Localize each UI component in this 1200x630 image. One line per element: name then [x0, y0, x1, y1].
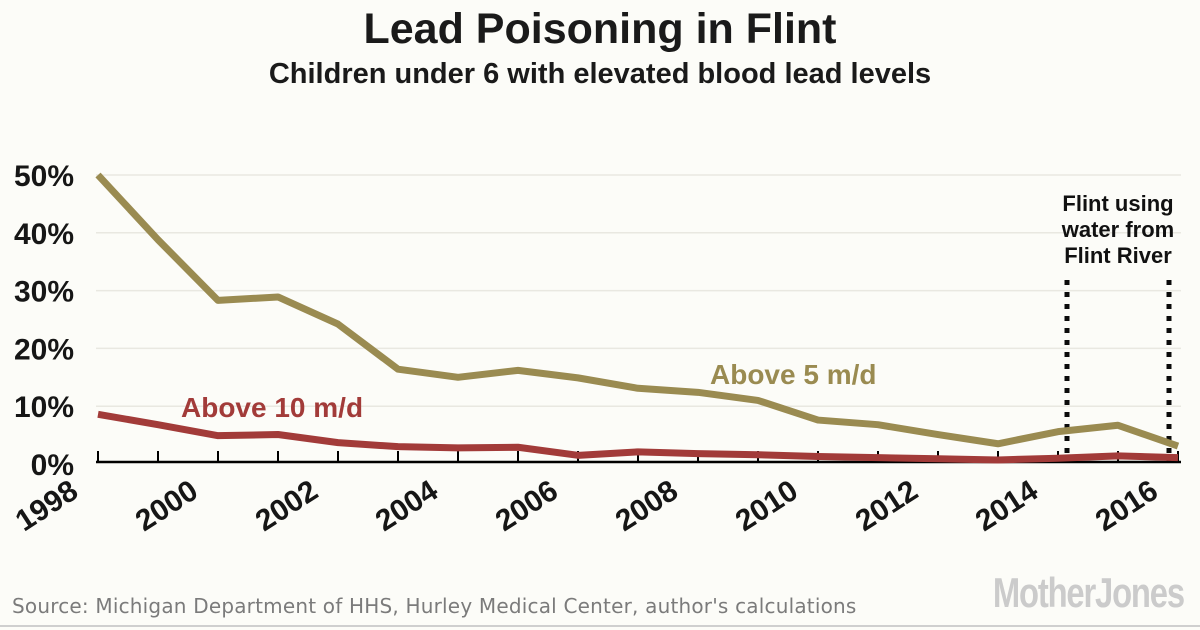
- y-axis-labels: 0% 10% 20% 30% 40% 50%: [14, 160, 74, 482]
- y-tick-label: 10%: [14, 391, 74, 424]
- x-axis-labels: 1998 2000 2002 2004 2006 2008 2010 2012 2014 2016: [10, 474, 1164, 538]
- annotation-line-2: water from: [1061, 217, 1174, 242]
- y-tick-label: 50%: [14, 160, 74, 193]
- chart-subtitle: Children under 6 with elevated blood lea…: [268, 58, 932, 90]
- page-title: Lead Poisoning in Flint: [363, 5, 837, 53]
- x-tick-label: 2014: [970, 474, 1044, 538]
- annotation-line-1: Flint using: [1062, 191, 1173, 216]
- y-tick-label: 40%: [14, 218, 74, 251]
- y-tick-label: 0%: [31, 449, 74, 482]
- x-tick-label: 2006: [490, 474, 564, 538]
- x-tick-label: 2002: [250, 474, 324, 538]
- x-tick-label: 2008: [610, 474, 684, 538]
- annotation-line-3: Flint River: [1064, 243, 1172, 268]
- y-tick-label: 20%: [14, 333, 74, 366]
- source-credit: Source: Michigan Department of HHS, Hurl…: [12, 594, 857, 618]
- mother-jones-logo: MotherJones: [992, 569, 1185, 616]
- x-tick-label: 2016: [1090, 474, 1164, 538]
- y-tick-label: 30%: [14, 276, 74, 309]
- gridlines: [96, 174, 1181, 407]
- x-tick-label: 2010: [730, 474, 804, 538]
- footer-divider: [0, 625, 1200, 627]
- series-line-above-5: [95, 172, 1180, 450]
- series-label-above-5: Above 5 m/d: [710, 359, 876, 390]
- series-line-above-10: [97, 410, 1179, 464]
- x-tick-label: 2012: [850, 474, 924, 538]
- series-label-above-10: Above 10 m/d: [181, 392, 363, 423]
- x-tick-label: 1998: [10, 474, 84, 538]
- x-tick-label: 2000: [130, 474, 204, 538]
- x-tick-label: 2004: [370, 474, 444, 538]
